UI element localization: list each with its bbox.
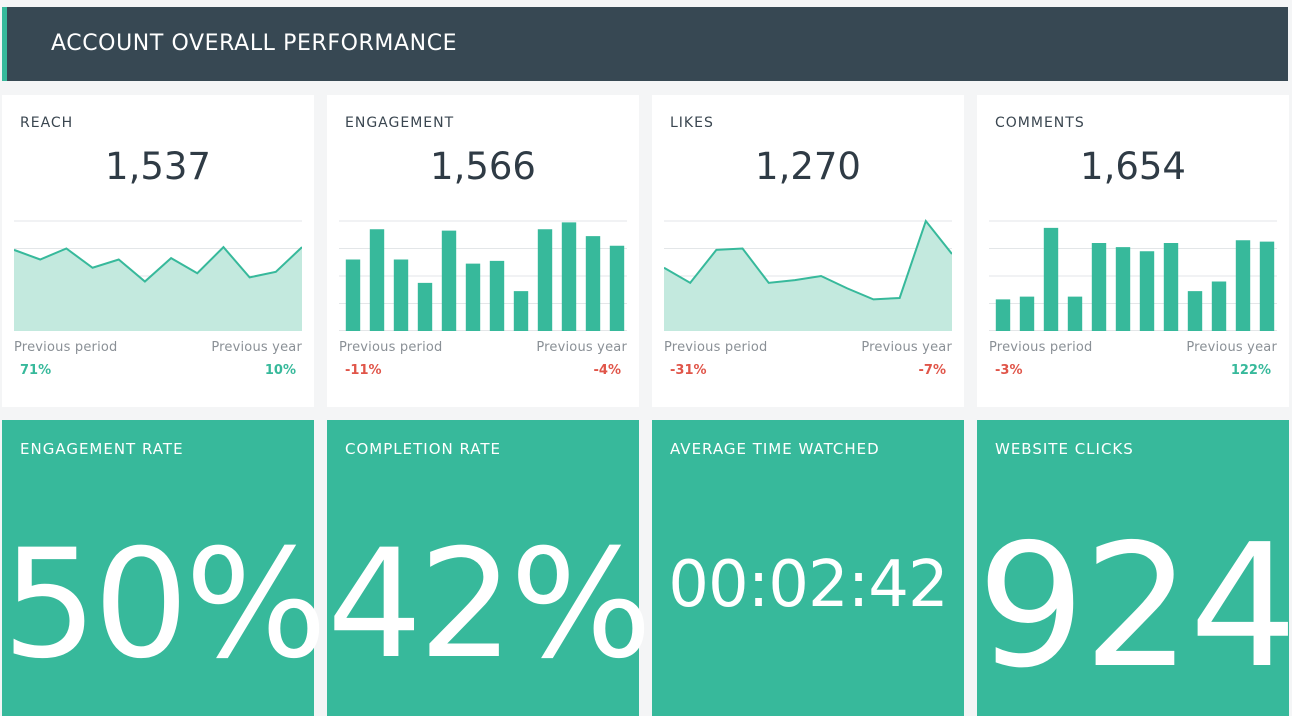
kpi-card-likes: LIKES 1,270 Previous period Previous yea… — [652, 95, 964, 407]
kpi-value: 1,270 — [755, 145, 861, 188]
kpi-card-reach: REACH 1,537 Previous period Previous yea… — [2, 95, 314, 407]
tile-completion-rate: COMPLETION RATE 42% — [327, 420, 652, 716]
previous-period-label: Previous period — [339, 340, 443, 355]
previous-year-label: Previous year — [861, 340, 952, 355]
previous-year-change: -4% — [593, 363, 621, 378]
kpi-title: COMMENTS — [995, 115, 1085, 131]
previous-year-change: 122% — [1230, 363, 1271, 378]
tile-engagement-rate: ENGAGEMENT RATE 50% — [2, 420, 327, 716]
kpi-card-engagement: ENGAGEMENT 1,566 Previous period Previou… — [327, 95, 639, 407]
tile-value: 00:02:42 — [668, 548, 948, 622]
previous-period-label: Previous period — [989, 340, 1093, 355]
previous-year-label: Previous year — [1186, 340, 1277, 355]
sparkline-chart — [14, 220, 302, 331]
tile-value: 50% — [2, 518, 327, 692]
tile-title: WEBSITE CLICKS — [995, 440, 1134, 458]
dashboard-header: ACCOUNT OVERALL PERFORMANCE — [2, 7, 1288, 81]
bar — [1235, 240, 1251, 331]
bar — [1115, 247, 1131, 331]
tile-value: 42% — [327, 518, 652, 692]
tile-title: ENGAGEMENT RATE — [20, 440, 184, 458]
series-line — [14, 245, 302, 283]
previous-year-change: 10% — [264, 363, 296, 378]
bar — [1139, 251, 1155, 331]
bar — [489, 260, 505, 331]
previous-period-change: -31% — [670, 363, 707, 378]
previous-period-change: -3% — [995, 363, 1023, 378]
tile-value: 924 — [977, 508, 1292, 706]
previous-year-label: Previous year — [211, 340, 302, 355]
bar — [561, 222, 577, 331]
kpi-title: LIKES — [670, 115, 714, 131]
previous-period-change: 71% — [20, 363, 52, 378]
bar — [1259, 241, 1275, 331]
kpi-value: 1,537 — [105, 145, 211, 188]
previous-year-change: -7% — [918, 363, 946, 378]
bar — [465, 263, 481, 331]
tile-average-time-watched: AVERAGE TIME WATCHED 00:02:42 — [652, 420, 964, 716]
kpi-value: 1,566 — [430, 145, 536, 188]
sparkline-chart — [339, 220, 627, 331]
kpi-title: REACH — [20, 115, 74, 131]
page-title: ACCOUNT OVERALL PERFORMANCE — [51, 31, 458, 56]
series-line — [664, 218, 952, 301]
bar — [1019, 296, 1035, 331]
bar — [441, 230, 457, 331]
bar — [537, 229, 553, 331]
previous-period-label: Previous period — [664, 340, 768, 355]
bar — [609, 245, 625, 331]
bar — [513, 291, 529, 331]
bar — [417, 282, 433, 331]
bar — [1043, 227, 1059, 331]
area-fill — [14, 247, 302, 331]
tile-title: COMPLETION RATE — [345, 440, 502, 458]
bar — [1091, 243, 1107, 331]
bar — [1211, 281, 1227, 331]
bar — [995, 299, 1011, 331]
kpi-value: 1,654 — [1080, 145, 1186, 188]
area-fill — [664, 221, 952, 331]
bar — [345, 259, 361, 331]
previous-period-label: Previous period — [14, 340, 118, 355]
bar — [1187, 291, 1203, 331]
sparkline-chart — [989, 220, 1277, 331]
tile-website-clicks: WEBSITE CLICKS 924 — [977, 420, 1292, 716]
tile-title: AVERAGE TIME WATCHED — [670, 440, 880, 458]
bar — [1067, 296, 1083, 331]
previous-period-change: -11% — [345, 363, 382, 378]
bar — [1163, 243, 1179, 331]
kpi-title: ENGAGEMENT — [345, 115, 455, 131]
bar — [585, 236, 601, 331]
bar — [369, 229, 385, 331]
sparkline-chart — [664, 218, 952, 331]
bar — [393, 259, 409, 331]
previous-year-label: Previous year — [536, 340, 627, 355]
kpi-card-comments: COMMENTS 1,654 Previous period Previous … — [977, 95, 1289, 407]
